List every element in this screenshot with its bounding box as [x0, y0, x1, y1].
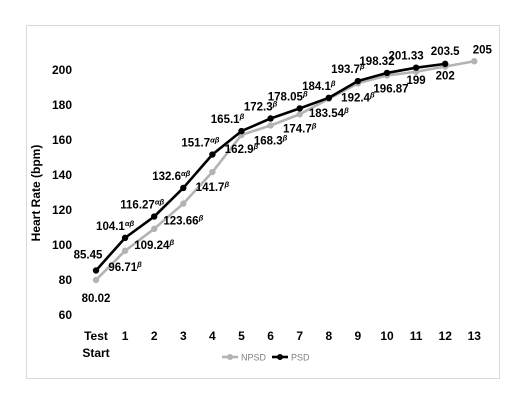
data-label-psd: 193.7β — [331, 62, 365, 76]
y-tick-label: 100 — [52, 238, 72, 252]
data-label-psd: 198.32 — [359, 56, 394, 68]
x-tick-label: Test — [84, 329, 108, 343]
data-label-npsd: 192.4β — [341, 90, 375, 104]
data-label-psd: 172.3β — [244, 99, 278, 113]
data-point-npsd — [121, 247, 129, 254]
y-tick-label: 160 — [52, 133, 72, 147]
y-tick-label: 180 — [52, 98, 72, 112]
data-label-psd: 116.27αβ — [120, 198, 164, 212]
legend: NPSD PSD — [222, 353, 310, 363]
x-tick-label: 1 — [122, 329, 129, 343]
data-point-npsd — [151, 225, 158, 233]
data-label-psd: 178.05β — [268, 89, 308, 103]
y-axis: 60 80 100 120 140 160 180 200 — [52, 63, 72, 322]
data-point-psd — [238, 127, 245, 135]
data-point-psd — [151, 213, 158, 220]
data-point-psd — [121, 234, 129, 242]
x-tick-label: 7 — [296, 329, 303, 343]
data-point-psd — [267, 115, 274, 122]
x-tick-label: 5 — [238, 329, 245, 343]
data-label-npsd: 196.87 — [373, 83, 408, 95]
data-label-psd: 165.1β — [211, 112, 245, 126]
x-tick-label: 13 — [468, 329, 482, 343]
data-label-npsd: 141.7β — [196, 180, 230, 194]
y-tick-label: 140 — [52, 168, 72, 182]
data-label-npsd: 96.71β — [108, 260, 142, 274]
data-label-npsd: 123.66β — [163, 214, 203, 228]
data-point-psd — [412, 64, 420, 71]
x-tick-label: 11 — [410, 329, 423, 343]
data-label-npsd: 80.02 — [82, 293, 111, 305]
data-label-npsd: 205 — [473, 44, 493, 56]
x-tick-label: 9 — [355, 329, 362, 343]
series-line-npsd — [95, 59, 475, 281]
data-point-npsd — [209, 168, 216, 176]
legend-marker-npsd — [227, 354, 233, 360]
data-label-psd: 201.33 — [389, 51, 424, 63]
data-label-npsd: 174.7β — [283, 121, 317, 135]
data-label-psd: 85.45 — [74, 249, 103, 261]
chart-frame — [26, 25, 500, 379]
data-labels: 80.02 96.71β 109.24β 123.66β 141.7β 162.9β168… — [74, 44, 493, 305]
data-point-psd — [383, 69, 391, 77]
data-label-psd: 184.1β — [302, 79, 336, 93]
y-tick-label: 60 — [59, 308, 73, 322]
data-point-psd — [442, 60, 449, 68]
data-label-psd: 104.1αβ — [96, 219, 134, 233]
x-tick-label: 10 — [380, 329, 394, 343]
data-label-npsd: 199 — [407, 75, 426, 87]
data-label-npsd: 109.24β — [134, 238, 174, 252]
data-point-psd — [209, 151, 216, 158]
data-point-psd — [92, 267, 100, 274]
x-tick-label: Start — [82, 346, 109, 360]
legend-label-psd: PSD — [291, 353, 310, 363]
data-label-psd: 203.5 — [431, 46, 460, 58]
x-tick-label: 2 — [151, 329, 158, 343]
data-point-psd — [180, 184, 187, 192]
data-point-psd — [325, 94, 332, 102]
data-point-npsd — [92, 276, 100, 284]
data-label-npsd: 168.3β — [254, 133, 288, 147]
data-point-npsd — [471, 58, 478, 65]
y-tick-label: 200 — [52, 63, 72, 77]
x-tick-label: 8 — [325, 329, 332, 343]
data-label-psd: 132.6αβ — [152, 169, 190, 183]
data-label-psd: 151.7αβ — [181, 136, 219, 150]
data-point-npsd — [180, 200, 187, 207]
x-tick-label: 4 — [209, 329, 216, 343]
data-point-npsd — [296, 111, 303, 118]
y-axis-title: Heart Rate (bpm) — [29, 145, 43, 242]
data-point-npsd — [267, 122, 274, 129]
data-label-npsd: 183.54β — [309, 106, 349, 120]
series-layer — [92, 58, 478, 284]
y-tick-label: 120 — [52, 203, 72, 217]
x-tick-label: 6 — [267, 329, 274, 343]
data-point-psd — [354, 77, 362, 85]
x-tick-label: 3 — [180, 329, 187, 343]
legend-marker-psd — [277, 354, 283, 360]
data-label-npsd: 162.9β — [225, 142, 259, 156]
data-point-psd — [296, 105, 303, 112]
data-label-npsd: 202 — [436, 71, 455, 83]
x-tick-label: 12 — [439, 329, 453, 343]
y-tick-label: 80 — [59, 273, 73, 287]
legend-label-npsd: NPSD — [241, 353, 267, 363]
